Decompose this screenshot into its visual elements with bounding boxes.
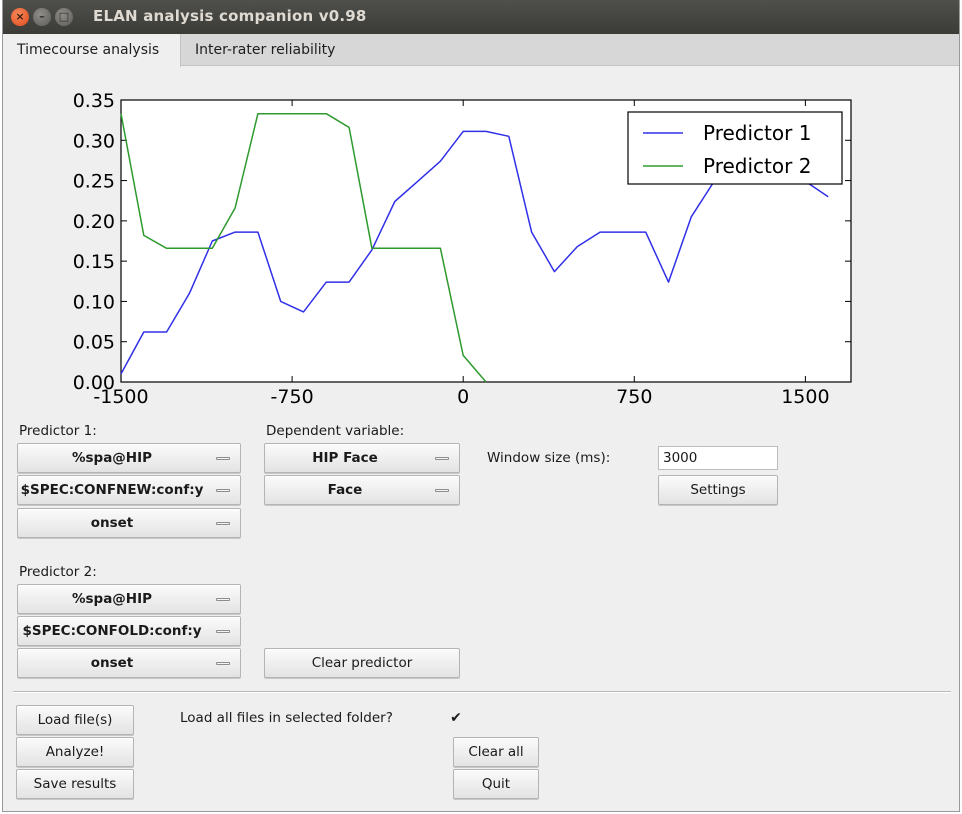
analyze-button[interactable]: Analyze! <box>16 737 134 767</box>
predictor-2-timing-value: onset <box>90 655 134 671</box>
y-tick-label: 0.10 <box>73 291 115 313</box>
settings-button[interactable]: Settings <box>658 475 778 505</box>
dropdown-arrow-icon <box>216 630 230 633</box>
load-files-button[interactable]: Load file(s) <box>16 705 134 735</box>
predictor-2-tier-dropdown[interactable]: %spa@HIP <box>17 584 241 614</box>
y-tick-label: 0.00 <box>73 372 115 394</box>
clear-all-button[interactable]: Clear all <box>453 737 539 767</box>
dropdown-arrow-icon <box>216 598 230 601</box>
predictor-1-timing-value: onset <box>90 515 134 531</box>
dropdown-arrow-icon <box>435 489 449 492</box>
predictor-1-value-dropdown[interactable]: $SPEC:CONFNEW:conf:y <box>17 475 241 505</box>
y-tick-label: 0.25 <box>73 171 115 193</box>
predictor-1-label: Predictor 1: <box>19 423 97 439</box>
dependent-variable-label: Dependent variable: <box>266 423 405 439</box>
y-tick-label: 0.30 <box>73 130 115 152</box>
timecourse-chart: 0.00 0.05 0.10 0.15 0.20 0.25 0.30 0.35 -1500 -7… <box>73 90 852 408</box>
dropdown-arrow-icon <box>216 489 230 492</box>
dropdown-arrow-icon <box>435 457 449 460</box>
predictor-1-value-value: $SPEC:CONFNEW:conf:y <box>20 482 204 498</box>
dependent-value-value: Face <box>327 482 363 498</box>
tab-timecourse-analysis[interactable]: Timecourse analysis <box>3 34 181 67</box>
predictor-1-tier-value: %spa@HIP <box>71 450 153 466</box>
checkmark-icon: ✔ <box>450 710 462 726</box>
y-tick-label: 0.35 <box>73 90 115 112</box>
dependent-value-dropdown[interactable]: Face <box>264 475 460 505</box>
x-tick-label: 750 <box>616 386 652 408</box>
dropdown-arrow-icon <box>216 662 230 665</box>
tab-bar: Timecourse analysis Inter-rater reliabil… <box>3 34 959 67</box>
x-tick-label: -1500 <box>93 386 148 408</box>
separator <box>13 691 951 693</box>
y-tick-label: 0.05 <box>73 332 115 354</box>
chart-legend: Predictor 1 Predictor 2 <box>627 111 843 185</box>
y-tick-label: 0.15 <box>73 251 115 273</box>
x-tick-label: 1500 <box>781 386 829 408</box>
predictor-2-label: Predictor 2: <box>19 564 97 580</box>
legend-label-predictor-1: Predictor 1 <box>703 121 811 145</box>
x-tick-label: -750 <box>271 386 314 408</box>
predictor-2-value-value: $SPEC:CONFOLD:conf:y <box>22 623 202 639</box>
window-title: ELAN analysis companion v0.98 <box>93 7 367 25</box>
window-size-label: Window size (ms): <box>487 450 611 466</box>
y-axis: 0.00 0.05 0.10 0.15 0.20 0.25 0.30 0.35 <box>73 90 851 394</box>
dropdown-arrow-icon <box>216 457 230 460</box>
predictor-1-timing-dropdown[interactable]: onset <box>17 508 241 538</box>
dependent-tier-value: HIP Face <box>312 450 378 466</box>
tab-inter-rater-reliability[interactable]: Inter-rater reliability <box>195 42 336 58</box>
load-all-files-checkbox[interactable]: ✔ <box>449 711 463 725</box>
window-size-input[interactable] <box>658 446 778 470</box>
clear-predictor-button[interactable]: Clear predictor <box>264 648 460 678</box>
legend-box <box>627 111 843 185</box>
predictor-1-tier-dropdown[interactable]: %spa@HIP <box>17 443 241 473</box>
series-line-predictor-2 <box>120 112 487 383</box>
predictor-2-value-dropdown[interactable]: $SPEC:CONFOLD:conf:y <box>17 616 241 646</box>
x-tick-label: 0 <box>457 386 469 408</box>
maximize-window-icon[interactable]: □ <box>55 8 73 26</box>
load-all-files-label: Load all files in selected folder? <box>180 710 393 726</box>
predictor-2-timing-dropdown[interactable]: onset <box>17 648 241 678</box>
series-lines <box>120 112 829 383</box>
series-line-predictor-1 <box>120 130 829 375</box>
close-window-icon[interactable]: × <box>11 8 29 26</box>
quit-button[interactable]: Quit <box>453 769 539 799</box>
legend-label-predictor-2: Predictor 2 <box>703 154 811 178</box>
minimize-window-icon[interactable]: – <box>33 8 51 26</box>
y-tick-label: 0.20 <box>73 211 115 233</box>
title-bar: × – □ ELAN analysis companion v0.98 <box>3 0 959 34</box>
dependent-tier-dropdown[interactable]: HIP Face <box>264 443 460 473</box>
x-axis: -1500 -750 0 750 1500 <box>93 100 830 408</box>
dropdown-arrow-icon <box>216 522 230 525</box>
save-results-button[interactable]: Save results <box>16 769 134 799</box>
predictor-2-tier-value: %spa@HIP <box>71 591 153 607</box>
